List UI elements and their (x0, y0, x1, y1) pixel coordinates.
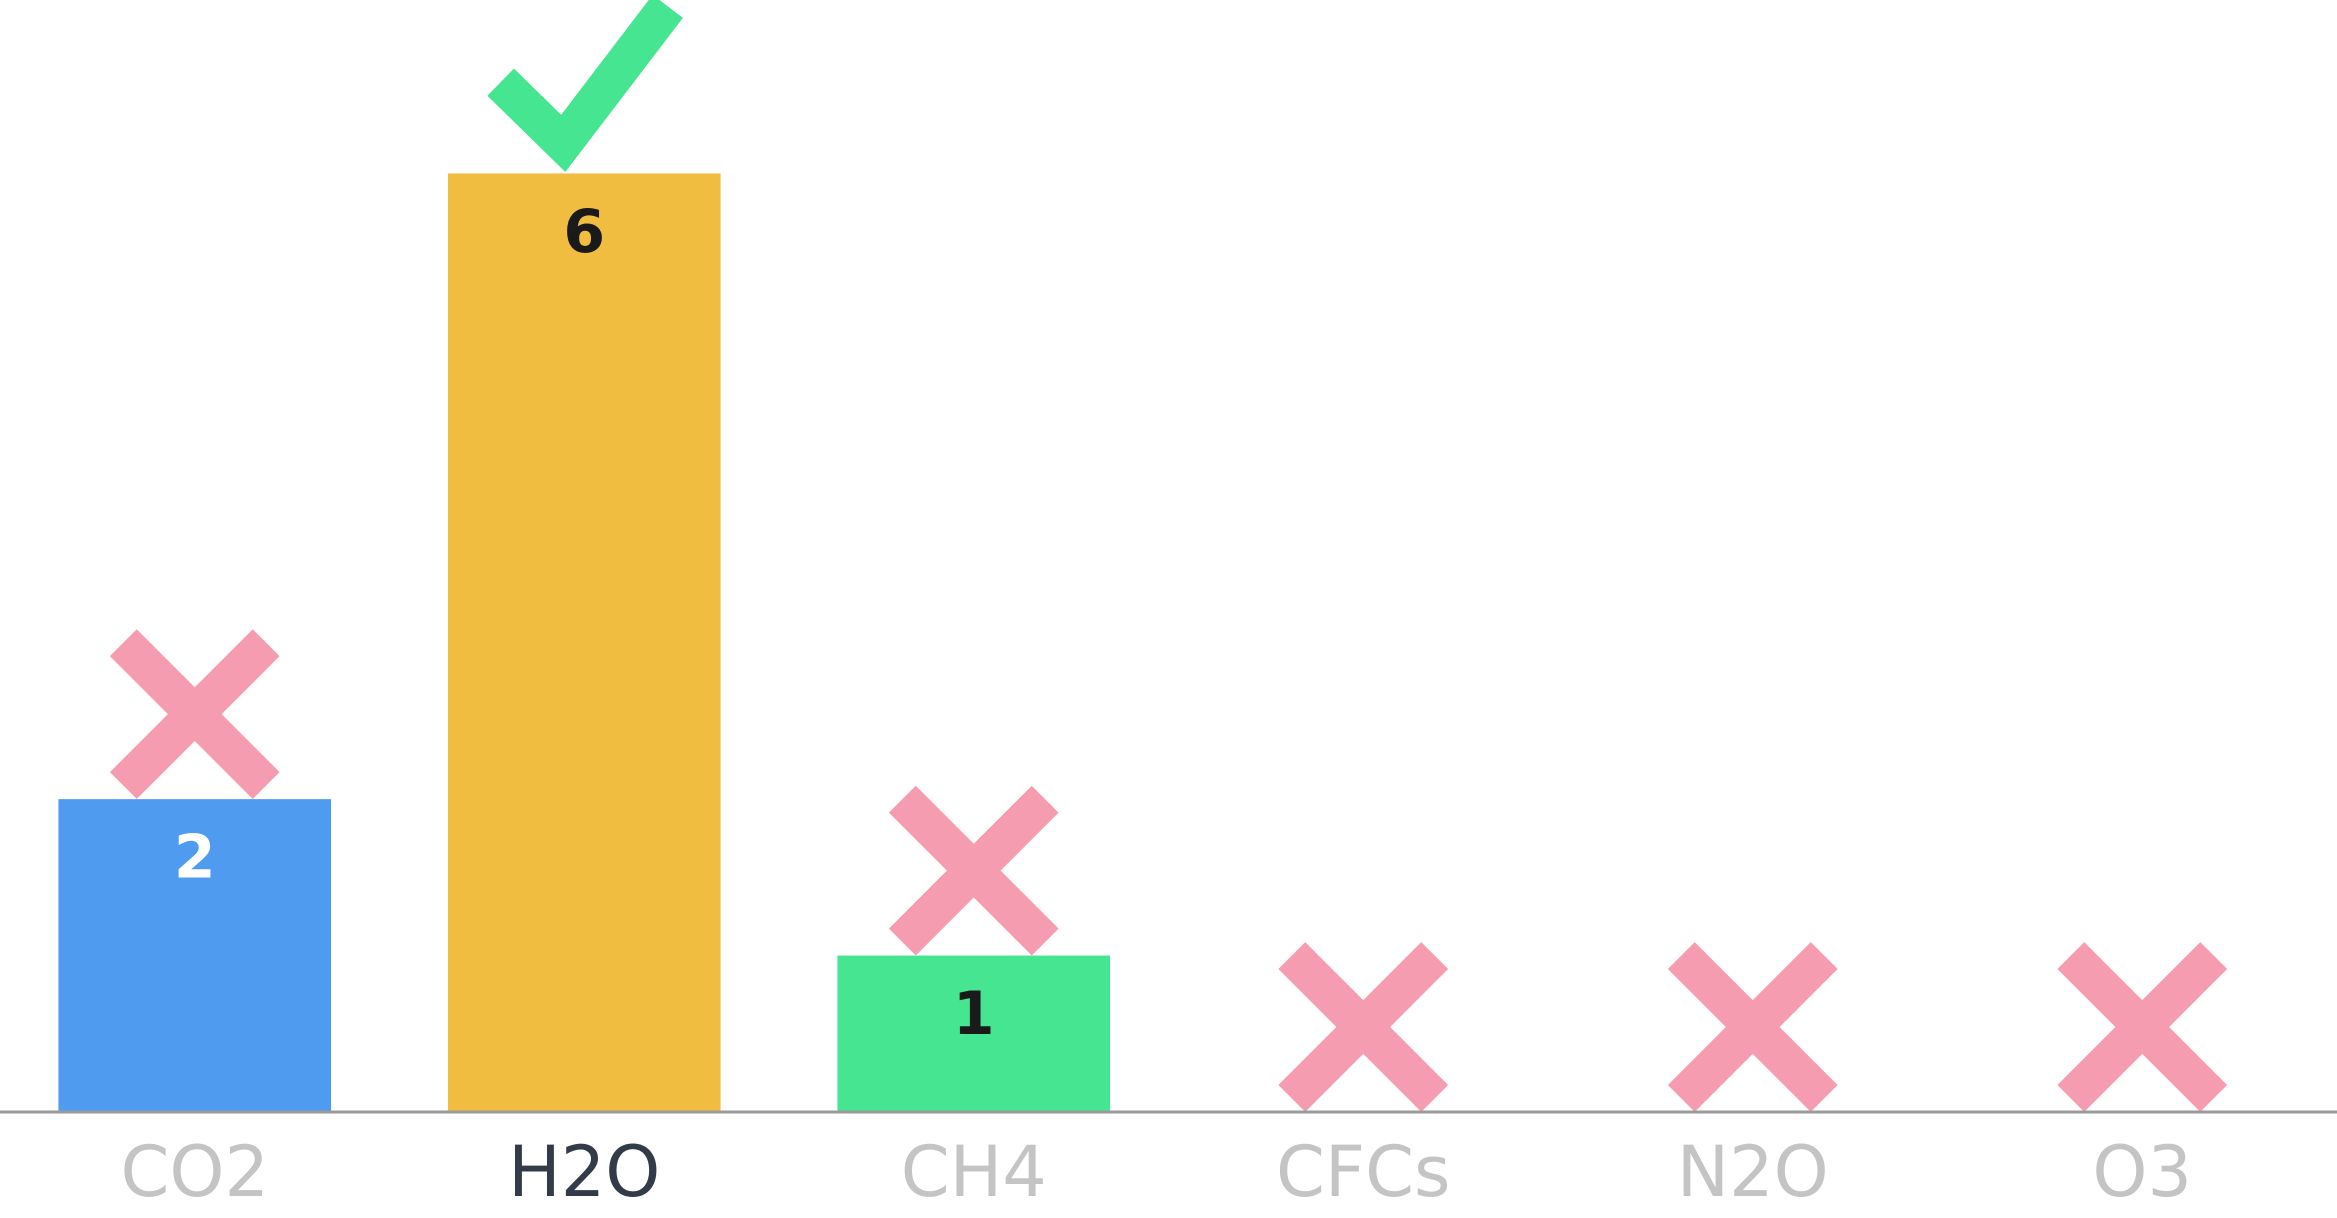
x-tick-label: N2O (1677, 1131, 1829, 1213)
bar (447, 173, 721, 1112)
cross-mark (1667, 942, 1838, 1112)
bar-value-label: 6 (563, 197, 605, 267)
bar-value-label: 2 (174, 823, 216, 893)
x-tick-label: O3 (2092, 1131, 2192, 1213)
bar-value-label: 1 (953, 979, 995, 1049)
cross-mark (888, 785, 1059, 956)
bar (837, 955, 1111, 1112)
x-tick-label: CO2 (120, 1131, 269, 1213)
x-tick-label: CH4 (901, 1131, 1047, 1213)
x-tick-label: CFCs (1276, 1131, 1451, 1213)
cross-mark (2057, 942, 2228, 1112)
check-mark (487, 0, 683, 173)
bar (58, 799, 332, 1112)
cross-mark (109, 629, 280, 800)
x-tick-label: H2O (508, 1131, 660, 1213)
cross-mark (1278, 942, 1449, 1112)
